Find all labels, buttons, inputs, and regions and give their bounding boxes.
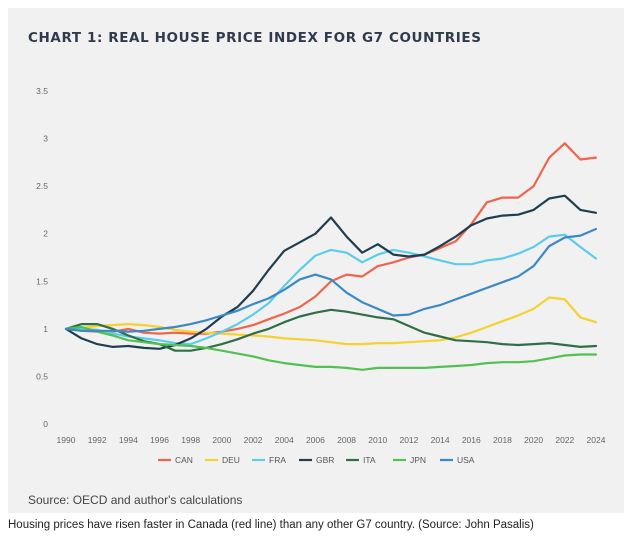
legend-item-ita: ITA <box>346 455 376 465</box>
x-tick-label: 2022 <box>555 435 574 445</box>
y-tick-label: 1.5 <box>36 276 48 286</box>
x-tick-label: 1990 <box>57 435 76 445</box>
x-tick-label: 2018 <box>493 435 512 445</box>
x-tick-label: 2006 <box>306 435 325 445</box>
image-caption: Housing prices have risen faster in Cana… <box>8 519 534 531</box>
series-line-gbr <box>64 194 598 350</box>
x-tick-label: 2002 <box>244 435 263 445</box>
x-tick-label: 1998 <box>181 435 200 445</box>
x-tick-label: 2024 <box>587 435 606 445</box>
y-tick-label: 0.5 <box>36 371 48 381</box>
series-line-usa <box>64 227 598 333</box>
x-tick-label: 1994 <box>119 435 138 445</box>
y-tick-label: 3 <box>43 134 48 144</box>
legend-item-deu: DEU <box>205 455 240 465</box>
legend-label: JPN <box>410 455 426 465</box>
series-line-fra <box>64 233 598 346</box>
x-tick-label: 1996 <box>150 435 169 445</box>
x-tick-label: 2010 <box>368 435 387 445</box>
source-note: Source: OECD and author's calculations <box>28 493 243 507</box>
y-tick-label: 3.5 <box>36 86 48 96</box>
legend-item-gbr: GBR <box>299 455 334 465</box>
y-tick-label: 1 <box>43 324 48 334</box>
legend-label: FRA <box>269 455 286 465</box>
legend-item-usa: USA <box>440 455 475 465</box>
chart-title: CHART 1: REAL HOUSE PRICE INDEX FOR G7 C… <box>28 30 482 46</box>
y-tick-label: 2 <box>43 229 48 239</box>
legend-item-fra: FRA <box>252 455 286 465</box>
x-tick-label: 2014 <box>431 435 450 445</box>
x-tick-label: 2004 <box>275 435 294 445</box>
x-tick-label: 2000 <box>212 435 231 445</box>
x-tick-label: 2008 <box>337 435 356 445</box>
x-tick-label: 1992 <box>88 435 107 445</box>
legend-label: DEU <box>222 455 240 465</box>
chart-plot: 0 0.5 1 1.5 2 2.5 3 3.5 1990 1992 1994 1996 1998 200… <box>36 86 606 465</box>
x-tick-label: 2016 <box>462 435 481 445</box>
legend-label: ITA <box>363 455 376 465</box>
y-tick-label: 0 <box>43 419 48 429</box>
x-tick-label: 2020 <box>524 435 543 445</box>
series-line-jpn <box>64 325 598 371</box>
legend-item-can: CAN <box>158 455 193 465</box>
series-line-can <box>64 142 598 335</box>
legend-item-jpn: JPN <box>393 455 426 465</box>
chart-figure: CHART 1: REAL HOUSE PRICE INDEX FOR G7 C… <box>8 8 624 513</box>
series-line-deu <box>64 296 598 346</box>
x-tick-label: 2012 <box>399 435 418 445</box>
y-tick-label: 2.5 <box>36 181 48 191</box>
legend-label: USA <box>457 455 475 465</box>
legend-label: CAN <box>175 455 193 465</box>
legend-label: GBR <box>316 455 334 465</box>
